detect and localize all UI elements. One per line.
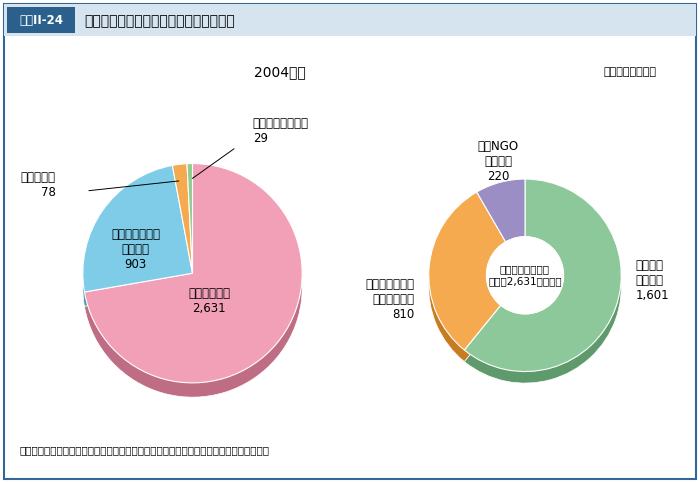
Text: 注：地雷除去支援、犠牲者支援、地雷啓発活動支援の複数の事業にまたがる活動を支援。: 注：地雷除去支援、犠牲者支援、地雷啓発活動支援の複数の事業にまたがる活動を支援。	[20, 445, 270, 455]
Wedge shape	[187, 178, 192, 287]
Text: 図表II-24: 図表II-24	[19, 14, 63, 28]
Wedge shape	[85, 164, 302, 383]
Text: 対人地雷
対策無償
1,601: 対人地雷 対策無償 1,601	[636, 258, 669, 301]
Text: 地雷除去支援内訳
（合計2,631万ドル）: 地雷除去支援内訳 （合計2,631万ドル）	[488, 265, 562, 286]
Bar	[4, 4, 696, 36]
Text: 草の根・人間の
安全保障無償
810: 草の根・人間の 安全保障無償 810	[365, 278, 414, 321]
Text: （単位：万ドル）: （単位：万ドル）	[603, 67, 657, 77]
Wedge shape	[83, 180, 192, 306]
Wedge shape	[85, 178, 302, 397]
Bar	[7, 7, 75, 33]
Text: 2004年度: 2004年度	[254, 65, 306, 79]
Wedge shape	[429, 203, 505, 362]
Wedge shape	[429, 192, 505, 350]
Wedge shape	[464, 191, 621, 383]
Text: 地雷啓発活動支援
29: 地雷啓発活動支援 29	[253, 117, 309, 144]
Wedge shape	[172, 178, 192, 287]
Text: 地雷対策（注）
全般支援
903: 地雷対策（注） 全般支援 903	[111, 227, 160, 270]
Circle shape	[486, 237, 564, 314]
Text: 日本NGO
支援無償
220: 日本NGO 支援無償 220	[477, 140, 519, 183]
Text: 地雷除去支援
2,631: 地雷除去支援 2,631	[188, 286, 230, 314]
Wedge shape	[172, 164, 192, 273]
Wedge shape	[464, 179, 621, 371]
Wedge shape	[187, 164, 192, 273]
Wedge shape	[477, 179, 525, 242]
Wedge shape	[83, 165, 192, 292]
Wedge shape	[477, 191, 525, 254]
Text: 対人地雷問題に関連する支援実績の割合: 対人地雷問題に関連する支援実績の割合	[84, 14, 235, 28]
Text: 犠牲者支援
78: 犠牲者支援 78	[20, 171, 55, 199]
